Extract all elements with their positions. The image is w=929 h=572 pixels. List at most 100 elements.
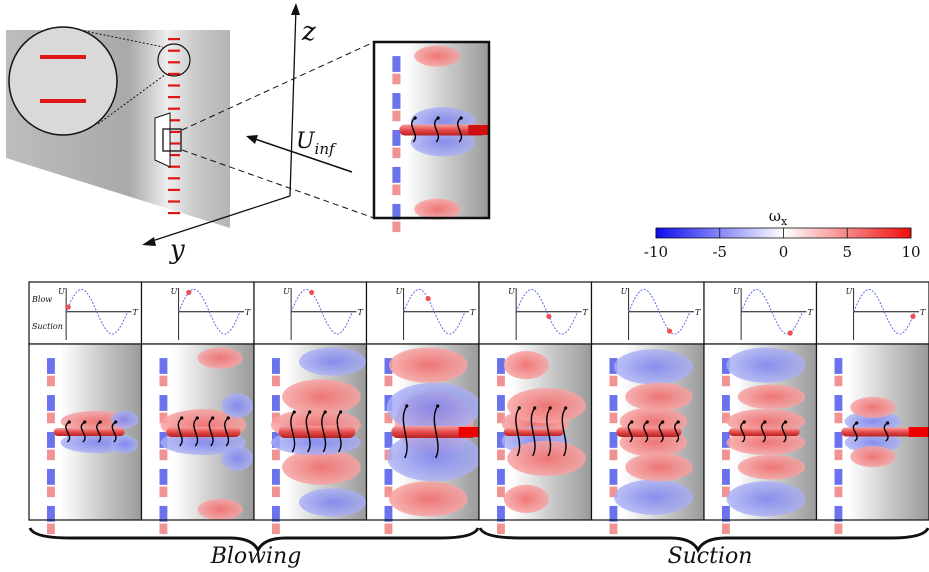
phase-marker — [186, 289, 192, 296]
phase-marker — [910, 313, 916, 320]
slot-marker — [168, 61, 180, 64]
slot-marker — [168, 72, 180, 75]
positive-vorticity-lobe — [737, 384, 806, 410]
wall-vortex-pos — [497, 375, 505, 387]
jet-core — [841, 427, 927, 437]
slot-marker — [168, 130, 180, 133]
vortex-line-head — [98, 420, 102, 424]
suction-label: Suction — [668, 544, 753, 569]
wall-vortex-pos — [47, 412, 55, 424]
wall-vortex-pos — [497, 486, 505, 498]
slot-markers — [168, 38, 180, 215]
phase-plot-frame — [703, 281, 818, 345]
colorbar-tick-label: 10 — [901, 243, 920, 261]
phase-y-label: U — [621, 287, 628, 296]
phase-plot: UT — [478, 281, 593, 345]
phase-sine-curve — [740, 288, 803, 335]
vortex-line — [411, 117, 417, 143]
wall-vortex-neg — [834, 432, 843, 448]
wall-vortex-neg — [272, 468, 280, 485]
jet-core — [616, 427, 682, 437]
slot-marker — [168, 165, 180, 168]
wall-vortex-pos — [609, 412, 618, 424]
jet-core — [391, 426, 477, 438]
vortex-line-head — [661, 420, 665, 424]
vortex-line-head — [742, 420, 746, 424]
phase-plot: UT — [140, 281, 255, 345]
blowing-label: Blowing — [210, 544, 302, 569]
wall-vortex-neg — [497, 505, 505, 522]
vorticity-panel — [703, 343, 818, 535]
wall-vortex-pos — [47, 449, 55, 461]
phase-plot-frame — [365, 281, 480, 345]
slot-marker — [168, 188, 180, 191]
positive-vorticity-lobe — [282, 449, 361, 485]
vortex-line — [321, 411, 327, 453]
jet-core — [278, 426, 356, 438]
wall-vortex-pos — [384, 375, 393, 387]
vortex-line — [546, 407, 552, 457]
phase-sine-curve — [290, 288, 353, 335]
velocity-arrowhead — [246, 135, 258, 144]
slot-marker — [168, 142, 180, 145]
phase-plot-frame — [140, 281, 255, 345]
negative-vorticity-lobe — [726, 481, 806, 517]
phase-sine-curve — [628, 288, 691, 335]
vortex-line — [434, 117, 440, 143]
slot-marker — [168, 107, 180, 110]
vortex-line-head — [67, 420, 71, 424]
slot-marker — [168, 177, 180, 180]
wall-vortex-neg — [834, 358, 843, 374]
vortex-line — [852, 422, 858, 442]
y-axis-arrowhead — [142, 237, 156, 246]
phase-plot: UT — [365, 281, 480, 345]
projection-line-top — [181, 41, 375, 131]
phase-blow-label: Blow — [31, 295, 52, 304]
wall-vortex-neg — [497, 468, 505, 485]
negative-vorticity-lobe — [726, 347, 806, 383]
vortex-line — [658, 421, 664, 443]
vortex-line — [674, 421, 680, 443]
vortex-line-head — [405, 404, 409, 408]
phase-plot: UT — [253, 281, 368, 345]
positive-vorticity-lobe — [282, 379, 361, 415]
colorbar-title: ωx — [769, 207, 788, 228]
wall-vortex-neg — [609, 432, 618, 448]
wall-vortex-neg — [47, 395, 55, 411]
vorticity-panel — [253, 343, 368, 535]
negative-vorticity-lobe — [221, 446, 253, 471]
phase-marker — [546, 313, 552, 320]
phase-y-label: U — [283, 287, 290, 296]
wall-vortex-pos — [609, 523, 618, 535]
wall-vortex-neg — [392, 93, 401, 109]
wall-vortex-neg — [47, 358, 55, 374]
slot-marker — [168, 49, 180, 52]
vorticity-panel — [590, 343, 705, 535]
wall-vortex-pos — [722, 375, 730, 387]
wall-vortex-pos — [159, 412, 168, 424]
negative-vorticity-lobe — [844, 432, 901, 454]
jet-core — [166, 427, 241, 437]
vortex-line — [457, 117, 463, 143]
colorbar-tick-label: 5 — [842, 243, 852, 261]
vortex-line — [740, 421, 746, 443]
wall-vortex-pos — [834, 412, 843, 424]
phase-marker — [308, 289, 315, 296]
wall-vortex-neg — [272, 505, 280, 522]
colorbar-tick-label: -5 — [712, 243, 727, 261]
vorticity-panel — [140, 343, 255, 535]
vortex-line — [290, 411, 296, 453]
positive-vorticity-lobe — [503, 484, 549, 513]
positive-vorticity-lobe — [737, 454, 806, 480]
phase-plot: UT — [703, 281, 818, 345]
phase-sine-curve — [403, 288, 466, 335]
phase-plot: U T Blow Suction — [28, 281, 143, 345]
phase-y-label: U — [733, 287, 740, 296]
wall-vortex-neg — [609, 395, 618, 411]
wall-vortex-neg — [384, 505, 393, 522]
negative-vorticity-lobe — [386, 382, 482, 432]
wall-vortex-neg — [497, 432, 505, 448]
colorbar: ωx -10 -5 0 5 10 — [644, 207, 921, 261]
phase-x-label: T — [358, 308, 364, 317]
